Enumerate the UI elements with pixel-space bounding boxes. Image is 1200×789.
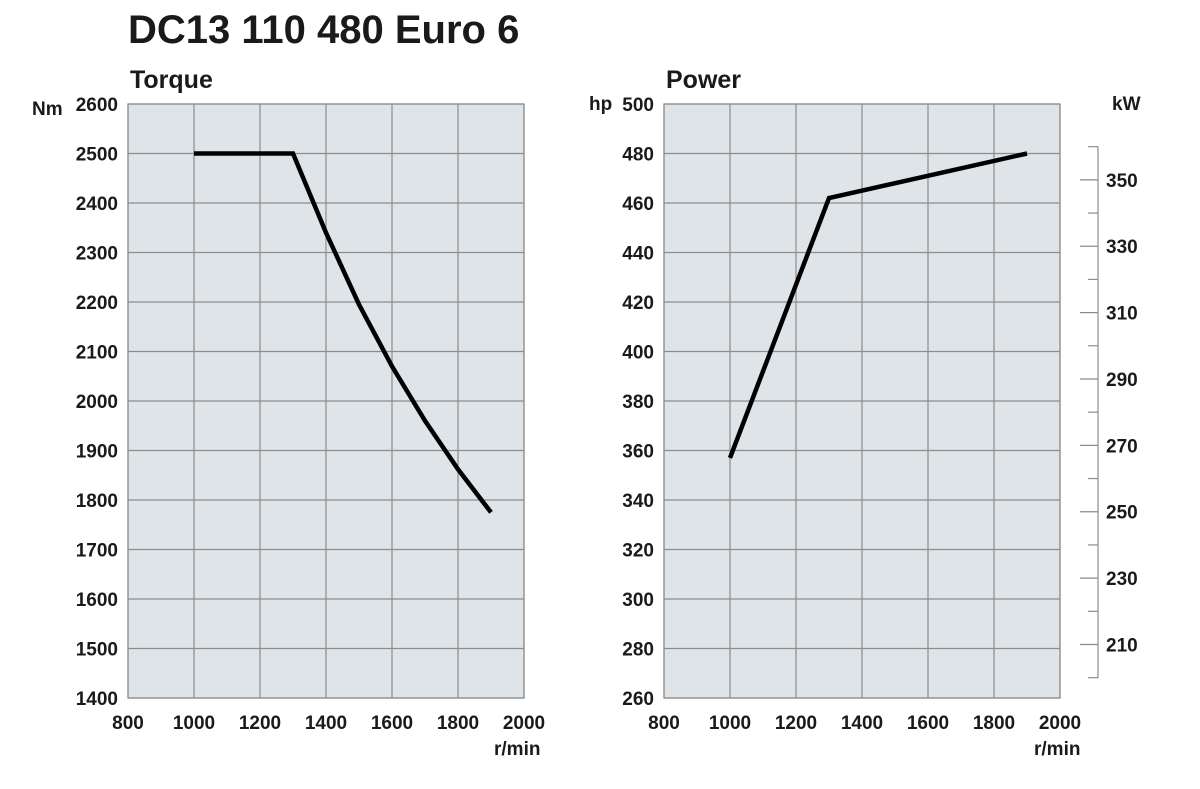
chart2-kw-tick-label: 350: [1106, 171, 1138, 192]
chart2-x-tick-label: 800: [648, 713, 680, 734]
chart1-y-axis-label: Nm: [32, 99, 63, 120]
chart2-x-axis-label: r/min: [1034, 739, 1080, 760]
chart1-x-tick-label: 2000: [503, 713, 545, 734]
chart2-y-tick-label: 280: [622, 640, 654, 661]
chart1-x-tick-label: 1800: [437, 713, 479, 734]
chart2-y-tick-label: 380: [622, 392, 654, 413]
chart2-kw-tick-label: 290: [1106, 370, 1138, 391]
chart1-y-tick-label: 1700: [76, 541, 118, 562]
chart2-x-tick-label: 1000: [709, 713, 751, 734]
chart2-y-tick-label: 420: [622, 293, 654, 314]
chart1-y-tick-label: 2600: [76, 95, 118, 116]
chart1-title: Torque: [130, 66, 213, 94]
chart2-kw-tick-label: 230: [1106, 569, 1138, 590]
chart1-y-tick-label: 2000: [76, 392, 118, 413]
chart1-series-line: [194, 151, 493, 514]
chart1-y-tick-label: 1800: [76, 491, 118, 512]
chart2-x-tick-label: 1400: [841, 713, 883, 734]
chart1-y-tick-label: 2300: [76, 244, 118, 265]
chart1-x-tick-label: 1200: [239, 713, 281, 734]
chart2-y-tick-label: 460: [622, 194, 654, 215]
chart2-y-tick-label: 260: [622, 689, 654, 710]
chart2-y-tick-label: 400: [622, 343, 654, 364]
chart2-kw-tick-label: 250: [1106, 503, 1138, 524]
chart2-y-tick-label: 480: [622, 145, 654, 166]
chart1-y-tick-label: 1500: [76, 640, 118, 661]
chart2-kw-tick-label: 310: [1106, 304, 1138, 325]
chart2-y-tick-label: 300: [622, 590, 654, 611]
chart2-x-tick-label: 1800: [973, 713, 1015, 734]
chart1-x-tick-label: 1000: [173, 713, 215, 734]
chart1-y-tick-label: 1900: [76, 442, 118, 463]
chart2-kw-tick-label: 330: [1106, 237, 1138, 258]
chart2-y-tick-label: 340: [622, 491, 654, 512]
chart2-title: Power: [666, 66, 741, 94]
page-title: DC13 110 480 Euro 6: [128, 8, 520, 52]
chart1-x-tick-label: 1400: [305, 713, 347, 734]
chart2-y-tick-label: 360: [622, 442, 654, 463]
chart2-y-tick-label: 320: [622, 541, 654, 562]
chart1-x-tick-label: 1600: [371, 713, 413, 734]
chart1-y-tick-label: 1400: [76, 689, 118, 710]
chart2-kw-axis-label: kW: [1112, 94, 1141, 115]
chart2-kw-tick-label: 270: [1106, 436, 1138, 457]
chart2-y-axis-label: hp: [589, 94, 612, 115]
chart1-y-tick-label: 1600: [76, 590, 118, 611]
chart1-y-tick-label: 2200: [76, 293, 118, 314]
chart2-y-tick-label: 440: [622, 244, 654, 265]
chart1-x-tick-label: 800: [112, 713, 144, 734]
chart2-kw-tick-label: 210: [1106, 636, 1138, 657]
chart2-x-tick-label: 1200: [775, 713, 817, 734]
chart2-x-tick-label: 1600: [907, 713, 949, 734]
chart2-y-tick-label: 500: [622, 95, 654, 116]
chart1-y-tick-label: 2100: [76, 343, 118, 364]
chart2-x-tick-label: 2000: [1039, 713, 1081, 734]
chart1-y-tick-label: 2500: [76, 145, 118, 166]
chart1-y-tick-label: 2400: [76, 194, 118, 215]
chart1-x-axis-label: r/min: [494, 739, 540, 760]
